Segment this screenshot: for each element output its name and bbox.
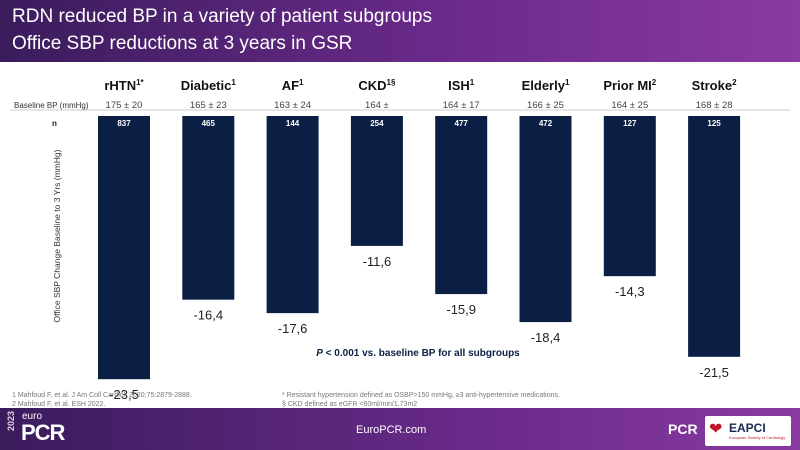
value-label-af: -17,6 [278, 321, 308, 336]
value-label-elderly: -18,4 [531, 330, 561, 345]
bar-af [266, 116, 319, 314]
category-name-diabetic: Diabetic [181, 78, 232, 93]
category-name-ckd: CKD [358, 78, 386, 93]
category-label-ckd: CKD1§ [358, 78, 396, 93]
category-label-prior-mi: Prior MI2 [603, 78, 656, 93]
bar-ish [435, 116, 488, 295]
europcr-logo-euro: euro [22, 411, 43, 422]
footnote-ckd-definition: § CKD defined as eGFR <60ml/min/1.73m2 [282, 401, 418, 408]
category-label-af: AF1 [282, 78, 304, 93]
baseline-bp-stroke: 168 ± 28 [696, 100, 733, 111]
category-label-diabetic: Diabetic1 [181, 78, 237, 93]
category-name-rhtn: rHTN [104, 78, 136, 93]
value-label-diabetic: -16,4 [193, 308, 223, 323]
n-value-rhtn: 837 [117, 119, 131, 128]
baseline-bp-rhtn: 175 ± 20 [106, 100, 143, 111]
baseline-bp-elderly: 166 ± 25 [527, 100, 564, 111]
n-value-stroke: 125 [707, 119, 721, 128]
eapci-logo: ❤ EAPCI European Society of Cardiology [705, 416, 791, 446]
bar-rhtn [98, 116, 150, 380]
value-label-prior-mi: -14,3 [615, 284, 645, 299]
value-label-ish: -15,9 [446, 302, 476, 317]
category-superscript-rhtn: 1* [136, 78, 144, 87]
baseline-bp-prior-mi: 164 ± 25 [611, 100, 648, 111]
p-value-symbol: P [316, 348, 323, 359]
slide-title: RDN reduced BP in a variety of patient s… [12, 6, 432, 27]
footnote-rhtn-definition: * Resistant hypertension defined as OSBP… [282, 392, 560, 399]
bar-prior-mi [603, 116, 656, 277]
category-label-elderly: Elderly1 [522, 78, 570, 93]
category-superscript-af: 1 [299, 78, 304, 87]
category-superscript-diabetic: 1 [231, 78, 236, 87]
pcr-logo: PCR [668, 421, 698, 437]
n-row-label: n [52, 119, 57, 128]
baseline-bp-diabetic: 165 ± 23 [190, 100, 227, 111]
baseline-bp-ish: 164 ± 17 [443, 100, 480, 111]
n-value-ish: 477 [455, 119, 469, 128]
bar-ckd [350, 116, 403, 246]
bar-diabetic [182, 116, 235, 300]
category-superscript-prior-mi: 2 [652, 78, 657, 87]
footnote-ref-2: 2 Mahfoud F, et al. ESH 2022. [12, 401, 106, 408]
bar-elderly [519, 116, 572, 323]
category-label-ish: ISH1 [448, 78, 475, 93]
category-name-ish: ISH [448, 78, 470, 93]
eapci-logo-text: EAPCI [729, 421, 766, 435]
category-superscript-ckd: 1§ [387, 78, 396, 87]
europcr-logo-pcr: PCR [21, 420, 65, 445]
category-name-stroke: Stroke [692, 78, 732, 93]
title-banner: RDN reduced BP in a variety of patient s… [0, 0, 800, 62]
website-link[interactable]: EuroPCR.com [356, 424, 427, 436]
subgroup-bar-chart: Baseline BP (mmHg) n Office SBP Change Bas… [10, 78, 790, 402]
baseline-bp-row-label: Baseline BP (mmHg) [14, 101, 89, 110]
n-value-elderly: 472 [539, 119, 553, 128]
category-label-rhtn: rHTN1* [104, 78, 144, 93]
category-name-prior-mi: Prior MI [603, 78, 651, 93]
n-value-prior-mi: 127 [623, 119, 637, 128]
footer-year: 2023 [6, 411, 16, 432]
p-value-text: < 0.001 vs. baseline BP for all subgroup… [323, 348, 520, 359]
category-label-stroke: Stroke2 [692, 78, 737, 93]
footnote-ref-1: 1 Mahfoud F, et al. J Am Coll Cardiol. 2… [12, 392, 192, 399]
value-label-rhtn: -23,5 [109, 387, 139, 402]
category-superscript-stroke: 2 [732, 78, 737, 87]
category-superscript-ish: 1 [470, 78, 475, 87]
footer-bar [0, 408, 800, 450]
category-name-elderly: Elderly [522, 78, 566, 93]
n-value-af: 144 [286, 119, 300, 128]
y-axis-label: Office SBP Change Baseline to 3 Yrs (mmH… [52, 149, 62, 322]
heart-icon: ❤ [709, 421, 723, 438]
baseline-bp-af: 163 ± 24 [274, 100, 311, 111]
category-name-af: AF [282, 78, 299, 93]
baseline-bp-ckd: 164 ± [365, 100, 389, 111]
bar-stroke [688, 116, 741, 357]
n-value-diabetic: 465 [202, 119, 216, 128]
value-label-stroke: -21,5 [699, 365, 729, 380]
category-superscript-elderly: 1 [565, 78, 570, 87]
slide-subtitle: Office SBP reductions at 3 years in GSR [12, 33, 353, 54]
value-label-ckd: -11,6 [363, 254, 392, 269]
n-value-ckd: 254 [370, 119, 384, 128]
eapci-logo-subtext: European Society of Cardiology [729, 435, 786, 440]
p-value-annotation: P < 0.001 vs. baseline BP for all subgro… [316, 348, 520, 359]
